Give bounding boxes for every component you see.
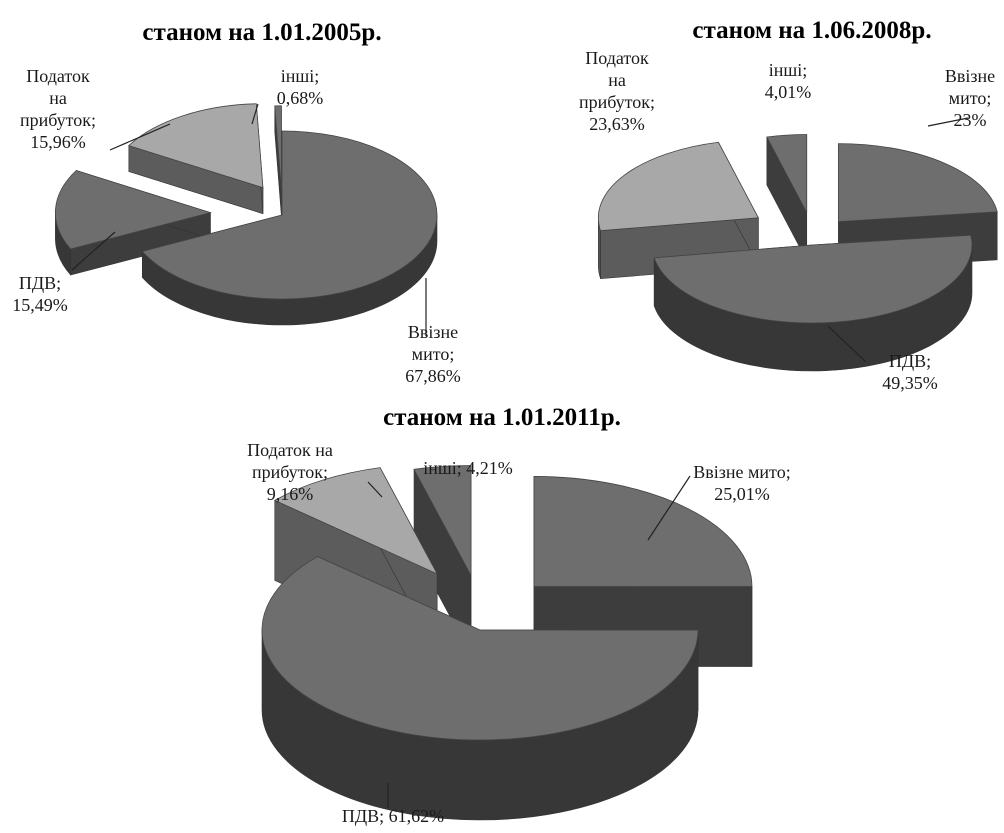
slice-label-line: інші;	[281, 66, 320, 86]
slice-label-vat: ПДВ; 61,62%	[342, 806, 444, 826]
slice-label-line: Податок	[585, 48, 649, 68]
chart-title: станом на 1.06.2008р.	[692, 17, 931, 44]
slice-label-line: на	[608, 70, 626, 90]
slice-label-line: Податок на	[247, 440, 333, 460]
slice-label-import-duty: Ввізне мито; 23%	[945, 66, 995, 130]
slice-label-line: ПДВ;	[19, 273, 61, 293]
pie-slice-other	[766, 134, 808, 261]
slice-label-vat: ПДВ; 15,49%	[12, 273, 68, 315]
slice-label-line: 15,96%	[30, 132, 86, 152]
slice-label-line: прибуток;	[20, 110, 96, 130]
slice-label-line: Ввізне	[945, 66, 995, 86]
slice-label-other: інші; 0,68%	[277, 66, 324, 108]
chart-title: станом на 1.01.2011р.	[383, 404, 621, 431]
leader-line-profit-tax	[109, 123, 171, 151]
slice-label-line: 25,01%	[714, 484, 770, 504]
slice-label-line: мито;	[412, 344, 455, 364]
slice-label-import-duty: Ввізне мито; 25,01%	[693, 462, 790, 504]
slice-top	[533, 476, 753, 587]
slice-top	[141, 130, 438, 300]
pie-slice-vat	[653, 234, 973, 372]
leader-line-other	[251, 103, 259, 125]
leader-line-vat	[827, 325, 867, 363]
slice-label-line: 23%	[954, 110, 987, 130]
slice-label-line: інші; 4,21%	[423, 458, 513, 478]
slice-top	[128, 103, 264, 189]
leader-line-import-duty	[927, 117, 969, 127]
slice-label-line: інші;	[769, 60, 808, 80]
slice-top	[261, 556, 699, 741]
pie-slice-profit-tax	[128, 103, 264, 215]
slice-label-vat: ПДВ; 49,35%	[882, 351, 938, 393]
slice-label-profit-tax: Податок на прибуток; 23,63%	[579, 48, 655, 134]
slice-label-line: 67,86%	[405, 366, 461, 386]
slice-label-other: інші; 4,01%	[765, 60, 812, 102]
slice-top	[838, 143, 998, 223]
slice-label-line: 9,16%	[267, 484, 314, 504]
slice-label-line: ПДВ;	[889, 351, 931, 371]
slice-top	[653, 234, 973, 324]
slice-label-line: Ввізне	[408, 322, 458, 342]
slice-top	[413, 465, 472, 576]
slice-label-line: прибуток;	[252, 462, 328, 482]
slice-label-import-duty: Ввізне мито; 67,86%	[405, 322, 461, 386]
slice-label-other: інші; 4,21%	[423, 458, 513, 478]
slice-label-line: 0,68%	[277, 88, 324, 108]
slice-label-profit-tax: Податок на прибуток; 15,96%	[20, 66, 96, 152]
slice-top	[598, 141, 759, 232]
pie-slice-other	[274, 105, 282, 216]
slice-label-line: ПДВ; 61,62%	[342, 806, 444, 826]
slice-label-line: 15,49%	[12, 295, 68, 315]
slice-top	[273, 467, 439, 575]
slice-label-line: мито;	[949, 88, 992, 108]
slice-top	[766, 134, 808, 213]
pie-slice-other	[413, 465, 472, 656]
slice-label-line: 49,35%	[882, 373, 938, 393]
slice-label-line: 23,63%	[589, 114, 645, 134]
pie-chart-3: Ввізне мито; 25,01% ПДВ; 61,62% Податок на п…	[247, 404, 791, 826]
slice-top	[274, 105, 282, 190]
pie-slice-import-duty	[141, 130, 438, 326]
slice-label-line: Податок	[26, 66, 90, 86]
pie-slice-vat	[261, 556, 699, 821]
pie-chart-2: Ввізне мито; 23% ПДВ; 49,35% Податок на прибуто…	[579, 17, 998, 393]
leader-line-import-duty	[647, 475, 691, 541]
pie-slice-vat	[54, 170, 212, 276]
slice-label-profit-tax: Податок на прибуток; 9,16%	[247, 440, 333, 504]
slice-label-line: прибуток;	[579, 92, 655, 112]
pie-chart-1: Ввізне мито; 67,86% ПДВ; 15,49% Податок на приб…	[12, 19, 461, 386]
slice-top	[54, 170, 212, 250]
leader-line-profit-tax	[367, 481, 383, 498]
slice-label-line: Ввізне мито;	[693, 462, 790, 482]
chart-title: станом на 1.01.2005р.	[142, 19, 381, 46]
leader-line-vat	[71, 231, 116, 271]
slice-label-line: 4,01%	[765, 82, 812, 102]
slice-label-line: на	[49, 88, 67, 108]
